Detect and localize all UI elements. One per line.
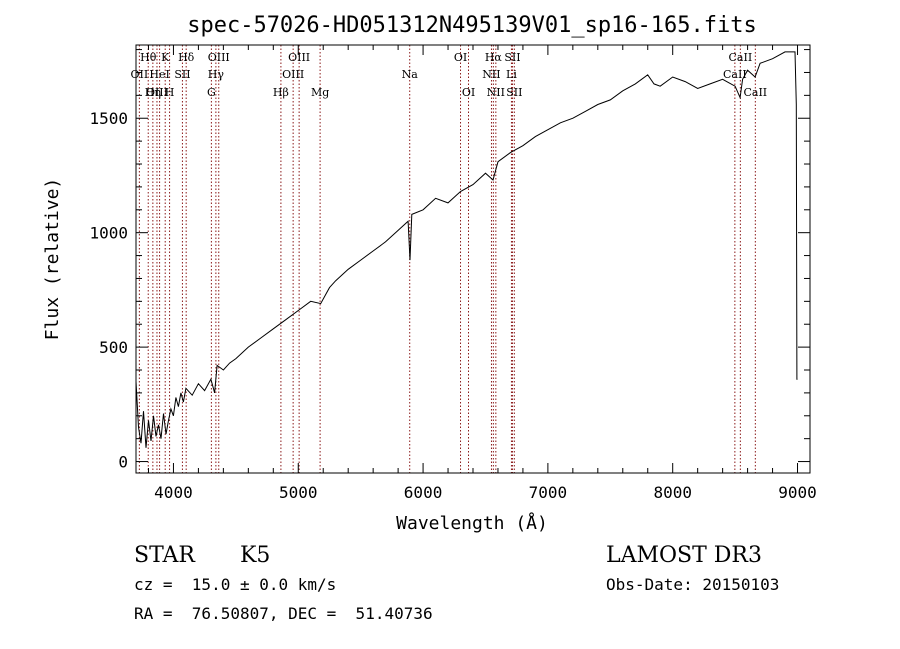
marker-label: HeI	[149, 68, 169, 81]
y-tick-label: 1500	[89, 109, 128, 128]
x-tick-label: 5000	[279, 483, 318, 502]
x-tick-label: 8000	[653, 483, 692, 502]
line-markers	[138, 45, 756, 473]
marker-label: Hδ	[178, 51, 195, 64]
marker-label: CaII	[729, 51, 753, 64]
coordinates: RA = 76.50807, DEC = 51.40736	[134, 604, 433, 623]
marker-label: Hβ	[273, 86, 289, 99]
marker-label: CaII	[743, 86, 767, 99]
marker-label: OIII	[208, 51, 230, 64]
marker-label: SII	[504, 51, 520, 64]
marker-label: G	[207, 86, 216, 99]
marker-label: NII	[482, 68, 500, 81]
y-tick-label: 1000	[89, 224, 128, 243]
x-tick-label: 9000	[778, 483, 817, 502]
marker-label: OIII	[146, 86, 168, 99]
survey-name: LAMOST DR3	[606, 543, 762, 568]
x-tick-label: 4000	[154, 483, 193, 502]
x-axis: 4000 5000 6000 7000 8000 9000	[147, 45, 817, 502]
marker-label: H	[165, 86, 175, 99]
x-tick-label: 6000	[404, 483, 443, 502]
marker-label: OI	[462, 86, 475, 99]
marker-label: Hθ	[140, 51, 157, 64]
y-axis: 0 500 1000 1500	[89, 49, 810, 472]
x-tick-label: 7000	[529, 483, 568, 502]
marker-label: Hγ	[208, 68, 225, 81]
object-subclass: K5	[240, 543, 270, 568]
plot-frame	[135, 44, 811, 474]
marker-label: OIII	[282, 68, 304, 81]
x-axis-label: Wavelength (Å)	[396, 512, 548, 534]
marker-label: OI	[454, 51, 467, 64]
chart-title: spec-57026-HD051312N495139V01_sp16-165.f…	[187, 13, 757, 38]
marker-label: SII	[174, 68, 190, 81]
obs-date: Obs-Date: 20150103	[606, 575, 779, 594]
line-marker-labels: HθOIIOIIIHηHeIKHSIIHδGHγOIIIHβOIIIOIIIMg…	[131, 51, 768, 99]
redshift-info: cz = 15.0 ± 0.0 km/s	[134, 575, 336, 594]
marker-label: Mg	[311, 86, 329, 99]
marker-label: Li	[506, 68, 517, 81]
marker-label: OIII	[288, 51, 310, 64]
y-axis-label: Flux (relative)	[42, 178, 63, 341]
marker-label: Hη	[145, 86, 161, 99]
marker-label: SII	[506, 86, 522, 99]
flux-series-line	[135, 51, 798, 448]
y-tick-label: 0	[118, 453, 128, 472]
marker-label: NII	[487, 86, 505, 99]
marker-label: K	[161, 51, 170, 64]
y-tick-label: 500	[99, 338, 128, 357]
marker-label: Hα	[485, 51, 503, 64]
object-type: STAR	[134, 543, 196, 568]
marker-label: CaII	[723, 68, 747, 81]
marker-label: Na	[402, 68, 419, 81]
marker-label: OII	[131, 68, 149, 81]
